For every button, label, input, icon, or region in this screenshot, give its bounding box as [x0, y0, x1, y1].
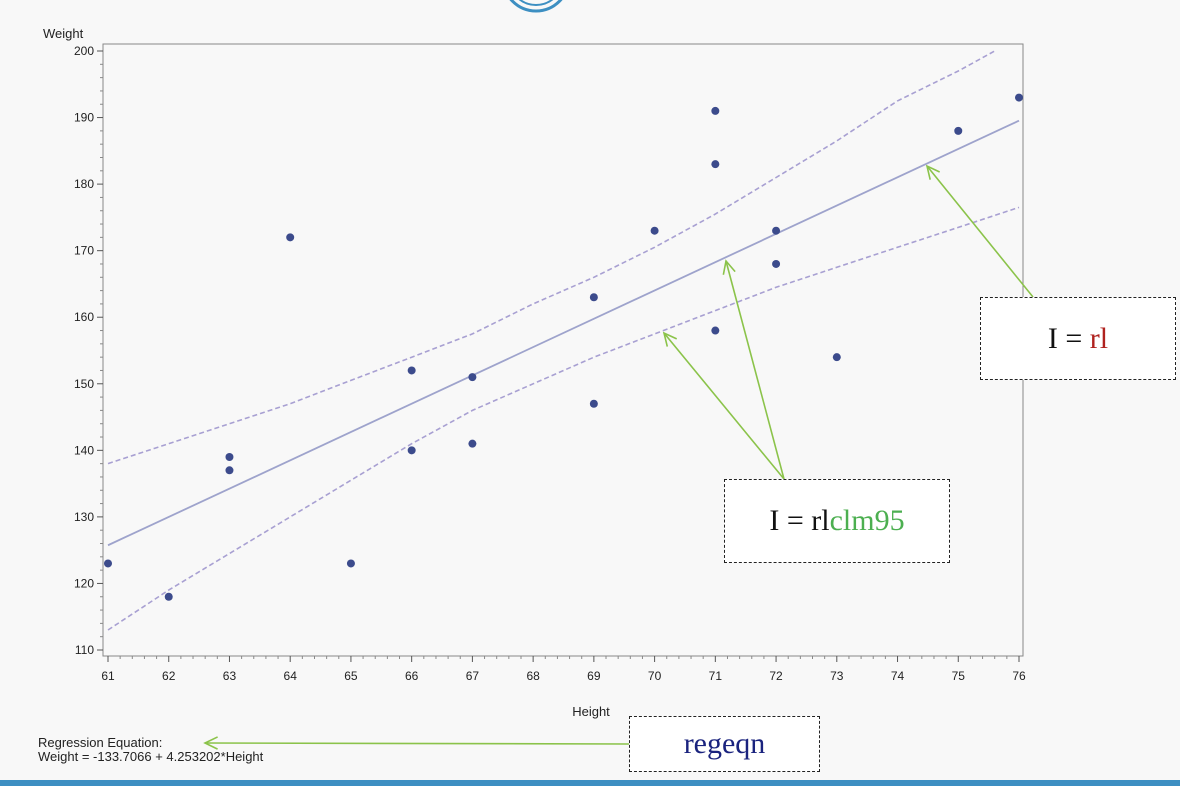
y-tick-label: 170 — [74, 244, 94, 258]
y-tick-label: 130 — [74, 510, 94, 524]
regression-equation: Regression Equation: Weight = -133.7066 … — [38, 736, 263, 764]
arrow-rl-head — [925, 164, 941, 180]
callout-rl-prefix: I = — [1047, 321, 1090, 355]
y-tick-label: 200 — [74, 44, 94, 58]
data-point — [286, 233, 295, 242]
arrow-clm95-lower — [663, 332, 785, 480]
data-point — [589, 293, 598, 302]
y-tick-label: 190 — [74, 111, 94, 125]
x-tick-label: 63 — [223, 669, 237, 683]
arrow-clm95-lower-head — [662, 331, 678, 347]
arrow-clm95-fit-head — [722, 259, 736, 275]
data-point — [346, 559, 355, 568]
clm-lower-line — [107, 206, 1020, 631]
data-point — [1015, 93, 1023, 102]
regression-line — [107, 119, 1020, 547]
data-point — [650, 226, 659, 235]
data-point — [225, 452, 234, 461]
y-tick-label: 160 — [74, 310, 94, 324]
arrow-regeqn — [204, 742, 630, 745]
x-tick-label: 73 — [830, 669, 844, 683]
x-tick-label: 65 — [344, 669, 358, 683]
data-point — [589, 399, 598, 408]
x-axis-title: Height — [572, 704, 610, 719]
data-point — [407, 446, 416, 455]
x-tick-label: 62 — [162, 669, 176, 683]
callout-regeqn: regeqn — [629, 716, 820, 772]
callout-rlclm95-highlight: clm95 — [829, 504, 905, 537]
callout-rl: I = rl — [980, 297, 1176, 380]
x-tick-label: 71 — [709, 669, 723, 683]
x-tick-label: 76 — [1012, 669, 1026, 683]
regression-equation-title: Regression Equation: — [38, 735, 163, 750]
y-tick-label: 140 — [74, 443, 94, 457]
data-point — [711, 106, 720, 115]
y-tick-label: 150 — [74, 377, 94, 391]
logo-ring-icon — [509, 0, 563, 13]
x-tick-label: 66 — [405, 669, 419, 683]
arrow-regeqn-head — [203, 736, 218, 750]
x-tick-label: 69 — [587, 669, 601, 683]
x-tick-label: 70 — [648, 669, 662, 683]
callout-regeqn-text: regeqn — [683, 727, 766, 760]
x-tick-label: 75 — [952, 669, 966, 683]
data-point — [468, 439, 477, 448]
data-point — [225, 466, 234, 475]
data-point — [711, 326, 720, 335]
bottom-accent-bar — [0, 780, 1180, 786]
data-point — [407, 366, 416, 375]
data-point — [772, 259, 781, 268]
x-tick-label: 74 — [891, 669, 905, 683]
x-tick-label: 72 — [769, 669, 783, 683]
data-point — [832, 353, 841, 362]
y-axis-title: Weight — [43, 26, 84, 41]
clm-upper-line — [107, 50, 996, 465]
data-point — [104, 559, 112, 568]
callout-rlclm95: I = rl clm95 — [724, 479, 950, 563]
data-point — [711, 160, 720, 169]
y-tick-label: 180 — [74, 177, 94, 191]
plot-frame — [102, 43, 1024, 657]
x-tick-label: 68 — [526, 669, 540, 683]
arrow-rl — [926, 165, 1034, 298]
data-point — [468, 373, 477, 382]
data-point — [954, 126, 963, 135]
data-point — [772, 226, 781, 235]
regression-equation-formula: Weight = -133.7066 + 4.253202*Height — [38, 749, 264, 764]
y-tick-label: 110 — [75, 643, 94, 657]
y-tick-label: 120 — [74, 576, 94, 590]
x-tick-label: 61 — [101, 669, 115, 683]
callout-rl-highlight: rl — [1089, 321, 1109, 355]
arrow-clm95-fit — [725, 260, 785, 480]
x-tick-label: 64 — [284, 669, 298, 683]
x-tick-label: 67 — [466, 669, 480, 683]
data-point — [164, 592, 173, 601]
callout-rlclm95-prefix: I = rl — [769, 504, 830, 537]
